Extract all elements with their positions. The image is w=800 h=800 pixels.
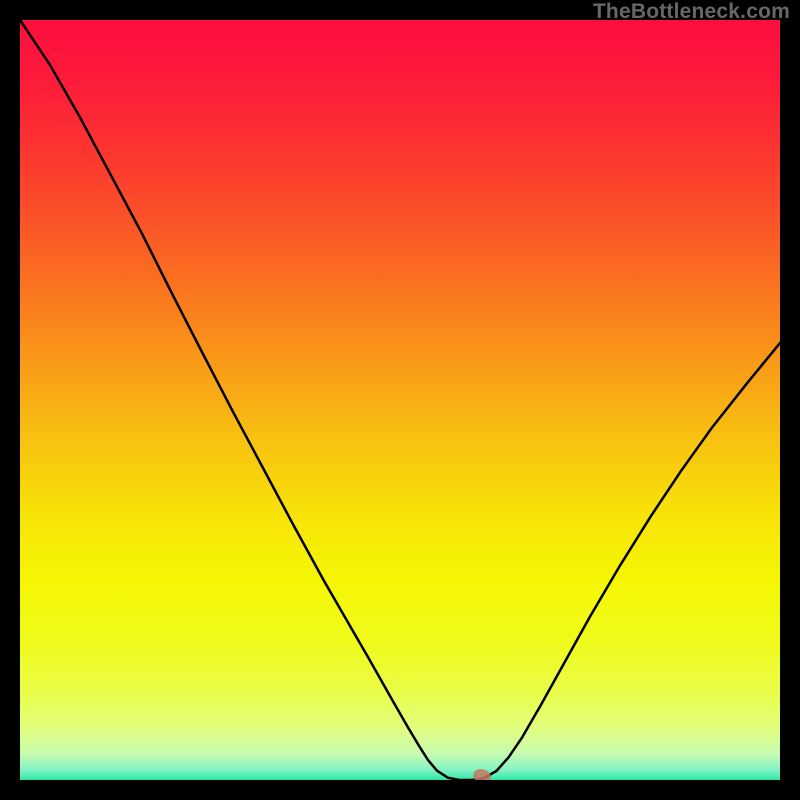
gradient-background: [20, 20, 780, 780]
chart-frame: TheBottleneck.com: [0, 0, 800, 800]
gradient-plot: [20, 20, 780, 780]
plot-area: [20, 20, 780, 780]
